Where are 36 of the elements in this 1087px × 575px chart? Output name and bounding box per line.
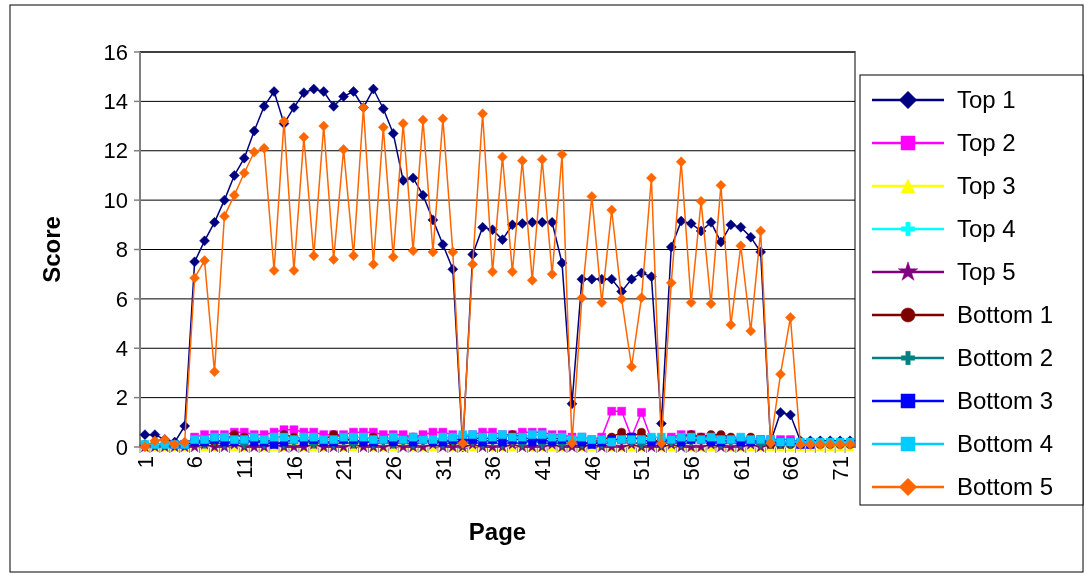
y-tick-label: 8	[115, 237, 128, 263]
x-tick-label: 71	[827, 456, 853, 481]
x-tick-label: 11	[231, 456, 257, 479]
y-tick-label: 14	[103, 89, 128, 115]
x-tick-label: 61	[728, 456, 754, 481]
y-axis-title: Score	[38, 216, 65, 283]
x-tick-label: 6	[182, 456, 208, 469]
legend-label: Bottom 4	[957, 430, 1054, 458]
legend-label: Top 1	[957, 86, 1016, 114]
x-tick-label: 21	[331, 456, 357, 481]
y-tick-label: 2	[115, 385, 128, 411]
x-tick-label: 66	[778, 456, 804, 481]
x-tick-label: 36	[480, 456, 506, 481]
x-axis-title: Page	[468, 518, 527, 545]
legend-label: Top 5	[957, 258, 1016, 286]
legend-label: Top 4	[957, 215, 1016, 243]
x-tick-label: 26	[380, 456, 406, 481]
legend-label: Bottom 3	[957, 387, 1054, 415]
x-tick-label: 41	[529, 456, 555, 481]
y-tick-label: 12	[103, 138, 128, 164]
legend-label: Bottom 1	[957, 301, 1054, 329]
legend-label: Top 2	[957, 129, 1016, 157]
legend-label: Bottom 2	[957, 344, 1054, 372]
legend-label: Bottom 5	[957, 473, 1054, 501]
y-tick-label: 16	[103, 39, 128, 65]
x-tick-label: 31	[430, 456, 456, 481]
x-tick-label: 51	[629, 456, 655, 481]
x-tick-label: 16	[281, 456, 307, 481]
x-tick-label: 1	[132, 456, 158, 469]
y-tick-label: 0	[115, 434, 128, 460]
y-tick-label: 10	[103, 187, 128, 213]
x-tick-label: 46	[579, 456, 605, 481]
y-tick-label: 6	[115, 286, 128, 312]
x-tick-label: 56	[678, 456, 704, 481]
y-tick-label: 4	[115, 335, 128, 361]
legend-label: Top 3	[957, 172, 1016, 200]
